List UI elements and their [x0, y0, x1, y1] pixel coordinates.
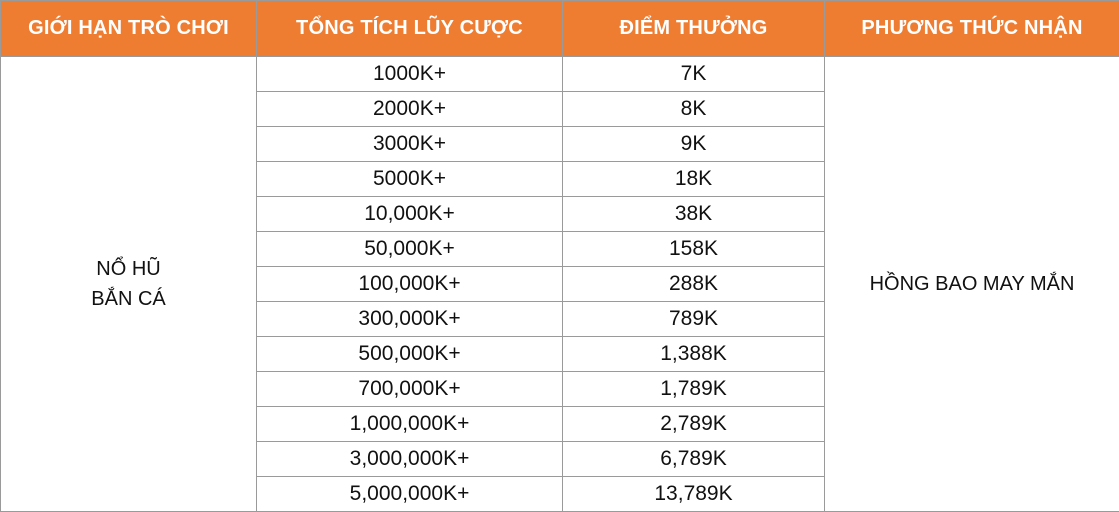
- reward-points-cell: 7K: [563, 57, 825, 92]
- total-bet-cell: 1000K+: [257, 57, 563, 92]
- total-bet-cell: 3,000,000K+: [257, 442, 563, 477]
- total-bet-cell: 50,000K+: [257, 232, 563, 267]
- total-bet-cell: 2000K+: [257, 92, 563, 127]
- total-bet-cell: 300,000K+: [257, 302, 563, 337]
- reward-points-cell: 1,789K: [563, 372, 825, 407]
- receive-method-cell: HỒNG BAO MAY MẮN: [825, 57, 1119, 512]
- total-bet-cell: 5000K+: [257, 162, 563, 197]
- reward-points-cell: 6,789K: [563, 442, 825, 477]
- reward-points-cell: 1,388K: [563, 337, 825, 372]
- header-total-bet: TỔNG TÍCH LŨY CƯỢC: [257, 1, 563, 57]
- total-bet-cell: 5,000,000K+: [257, 477, 563, 512]
- total-bet-cell: 1,000,000K+: [257, 407, 563, 442]
- header-reward-points: ĐIỂM THƯỞNG: [563, 1, 825, 57]
- reward-points-cell: 13,789K: [563, 477, 825, 512]
- reward-points-cell: 38K: [563, 197, 825, 232]
- reward-points-cell: 9K: [563, 127, 825, 162]
- reward-points-cell: 288K: [563, 267, 825, 302]
- total-bet-cell: 500,000K+: [257, 337, 563, 372]
- reward-points-cell: 789K: [563, 302, 825, 337]
- header-game-limit: GIỚI HẠN TRÒ CHƠI: [1, 1, 257, 57]
- reward-points-cell: 8K: [563, 92, 825, 127]
- header-row: GIỚI HẠN TRÒ CHƠI TỔNG TÍCH LŨY CƯỢC ĐIỂ…: [1, 1, 1119, 57]
- reward-points-cell: 2,789K: [563, 407, 825, 442]
- reward-points-cell: 158K: [563, 232, 825, 267]
- table-header: GIỚI HẠN TRÒ CHƠI TỔNG TÍCH LŨY CƯỢC ĐIỂ…: [1, 1, 1119, 57]
- reward-points-cell: 18K: [563, 162, 825, 197]
- game-limit-line-1: NỔ HŨ: [1, 254, 256, 284]
- game-limit-line-2: BẮN CÁ: [1, 284, 256, 314]
- total-bet-cell: 700,000K+: [257, 372, 563, 407]
- header-receive-method: PHƯƠNG THỨC NHẬN: [825, 1, 1119, 57]
- total-bet-cell: 10,000K+: [257, 197, 563, 232]
- total-bet-cell: 100,000K+: [257, 267, 563, 302]
- total-bet-cell: 3000K+: [257, 127, 563, 162]
